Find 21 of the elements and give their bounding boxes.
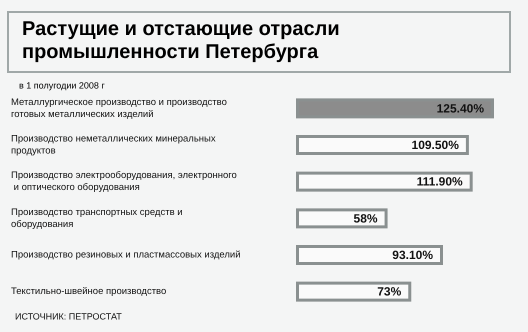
y-tick-label: Текстильно-швейное производство (11, 286, 166, 298)
y-tick-label: Металлургическое производство и производство готовых металлических изделий (11, 96, 230, 120)
bar (296, 172, 473, 192)
chart-title: Растущие и отстающие отрасли промышленности Петербурга (22, 18, 341, 64)
y-tick-label: Производство транспортных средств и оборудования (11, 206, 186, 230)
data-label: 58% (354, 211, 378, 226)
text: в 1 полугодии 2008 г (19, 80, 106, 90)
bar (296, 245, 443, 265)
y-tick-label: Производство электрооборудования, электронного и оптического оборудования (11, 170, 237, 194)
bar (296, 135, 469, 155)
bar (296, 208, 388, 228)
data-label: 93.10% (392, 248, 434, 262)
text: ИСТОЧНИК: ПЕТРОСТАТ (15, 312, 122, 322)
data-label: 109.50% (412, 138, 460, 152)
bar (296, 282, 412, 302)
bar (296, 98, 494, 118)
y-tick-label: Производство неметаллических минеральных продуктов (11, 134, 218, 156)
data-label: 125.40% (436, 101, 484, 116)
data-label: 111.90% (416, 174, 463, 189)
data-label: 73% (377, 284, 402, 299)
y-tick-label: Производство резиновых и пластмассовых изделий (11, 250, 241, 260)
